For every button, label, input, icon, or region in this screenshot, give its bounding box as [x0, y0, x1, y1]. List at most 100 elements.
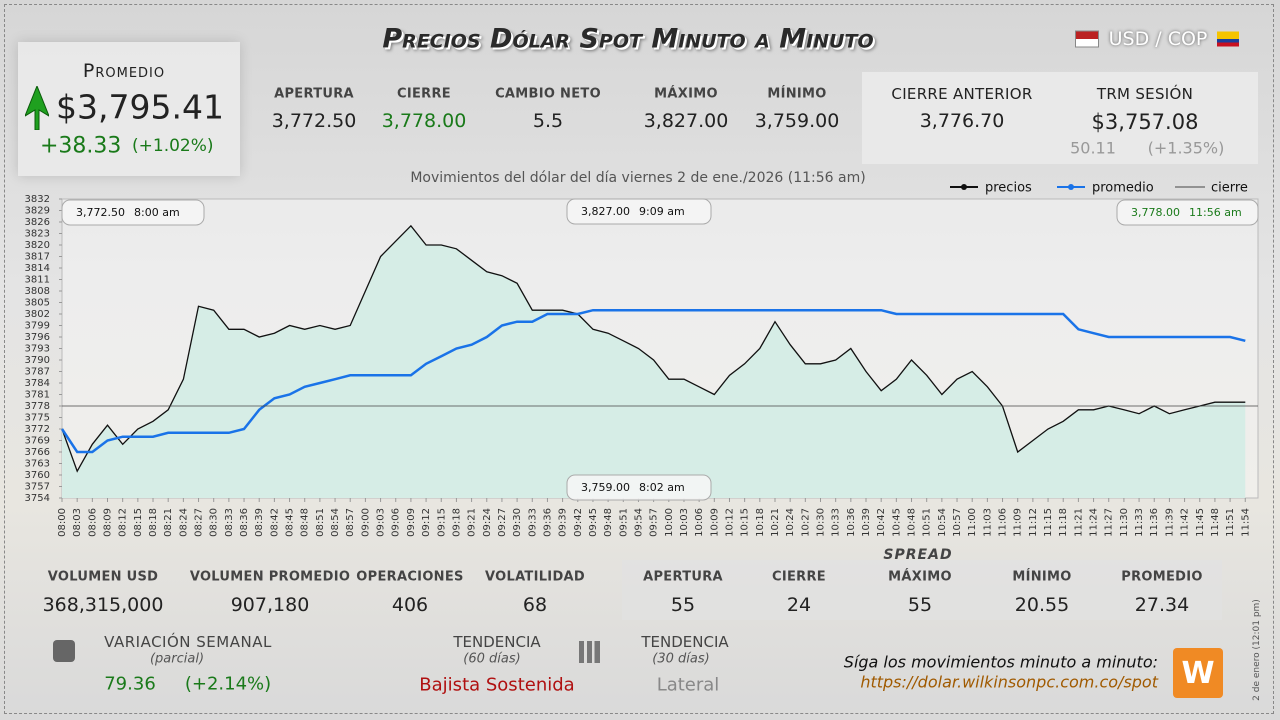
legend-marker	[1068, 184, 1074, 190]
x-tick-label: 09:24	[482, 508, 493, 537]
x-tick-label: 09:12	[421, 508, 432, 537]
spread-value: 27.34	[1134, 594, 1190, 616]
summary-panel	[18, 42, 240, 176]
y-tick-label: 3811	[25, 275, 50, 286]
x-tick-label: 08:42	[269, 508, 280, 537]
stat-value: 3,759.00	[754, 110, 840, 132]
x-tick-label: 10:33	[831, 508, 842, 537]
weekly-label: VARIACIÓN SEMANAL	[104, 633, 272, 651]
x-tick-label: 10:51	[922, 508, 933, 537]
y-tick-label: 3766	[25, 447, 50, 458]
x-tick-label: 10:39	[861, 508, 872, 537]
annotation-box	[61, 199, 205, 226]
x-tick-label: 11:45	[1195, 508, 1206, 537]
spread-label: APERTURA	[643, 569, 723, 585]
spread-value: 55	[670, 594, 696, 616]
x-tick-label: 10:30	[816, 508, 827, 537]
x-tick-label: 11:09	[1013, 508, 1024, 537]
x-tick-label: 10:36	[846, 508, 857, 537]
x-tick-label: 10:18	[755, 508, 766, 537]
x-tick-label: 10:42	[876, 508, 887, 537]
stat-label: CAMBIO NETO	[495, 86, 601, 102]
x-tick-label: 11:15	[1043, 508, 1054, 537]
summary-value: $3,795.41	[56, 87, 224, 127]
spread-title: SPREAD	[883, 547, 953, 563]
y-tick-label: 3772	[25, 424, 50, 435]
x-tick-label: 10:12	[724, 508, 735, 537]
annotation-price: 3,827.00	[581, 205, 630, 218]
us-flag	[1075, 30, 1099, 48]
spread-panel	[622, 560, 1222, 620]
calendar-icon	[53, 640, 75, 662]
y-tick-label: 3829	[25, 206, 50, 217]
x-tick-label: 11:42	[1180, 508, 1191, 537]
x-tick-label: 09:18	[451, 508, 462, 537]
summary-label: Promedio	[82, 60, 166, 82]
annotation-box	[1116, 199, 1259, 226]
x-tick-label: 08:54	[330, 508, 341, 537]
x-tick-label: 11:27	[1104, 508, 1115, 537]
follow-text: Síga los movimientos minuto a minuto:	[843, 652, 1158, 672]
trend30-note: (30 días)	[652, 651, 710, 667]
x-tick-label: 08:36	[239, 508, 250, 537]
spread-value: 24	[786, 594, 812, 616]
x-tick-label: 10:06	[694, 508, 705, 537]
x-tick-label: 11:39	[1164, 508, 1175, 537]
series-line	[61, 224, 1246, 473]
trend60-note: (60 días)	[463, 651, 521, 667]
stat-value: 3,827.00	[643, 110, 729, 132]
summary-change-pct: (+1.02%)	[132, 136, 214, 156]
volume-value: 907,180	[230, 594, 310, 616]
annotation-price: 3,759.00	[581, 481, 630, 494]
x-tick-label: 11:00	[967, 508, 978, 537]
y-tick-label: 3799	[25, 321, 50, 332]
x-tick-label: 11:03	[982, 508, 993, 537]
y-tick-label: 3754	[25, 493, 50, 504]
spread-label: PROMEDIO	[1121, 569, 1203, 585]
x-tick-label: 08:39	[254, 508, 265, 537]
stat-value: 5.5	[532, 110, 564, 132]
stat-label: MÁXIMO	[654, 86, 718, 102]
x-tick-label: 09:54	[633, 508, 644, 537]
follow-url[interactable]: https://dolar.wilkinsonpc.com.co/spot	[860, 672, 1158, 692]
x-tick-label: 10:03	[679, 508, 690, 537]
trend30-value: Lateral	[656, 674, 720, 696]
y-tick-label: 3820	[25, 240, 50, 251]
x-tick-label: 09:27	[497, 508, 508, 537]
x-tick-label: 09:15	[436, 508, 447, 537]
y-tick-label: 3802	[25, 309, 50, 320]
volume-value: 68	[522, 594, 548, 616]
x-tick-label: 11:12	[1028, 508, 1039, 537]
x-tick-label: 08:30	[209, 508, 220, 537]
x-tick-label: 08:33	[224, 508, 235, 537]
x-tick-label: 08:21	[163, 508, 174, 537]
x-tick-label: 11:30	[1119, 508, 1130, 537]
y-tick-label: 3790	[25, 355, 50, 366]
site-logo[interactable]: W	[1173, 648, 1223, 698]
x-tick-label: 08:15	[133, 508, 144, 537]
spread-value: 20.55	[1014, 594, 1070, 616]
summary-change: +38.33	[40, 133, 122, 159]
x-tick-label: 09:57	[649, 508, 660, 537]
title: Precios Dólar Spot Minuto a Minuto	[382, 23, 874, 55]
chart-subtitle: Movimientos del dólar del día viernes 2 …	[410, 170, 865, 186]
y-tick-label: 3778	[25, 401, 50, 412]
x-tick-label: 09:45	[588, 508, 599, 537]
trend-icon	[579, 641, 605, 663]
x-tick-label: 11:24	[1089, 508, 1100, 537]
y-tick-label: 3814	[25, 263, 50, 274]
trm-label: TRM SESIÓN	[1096, 85, 1194, 103]
y-tick-label: 3787	[25, 367, 50, 378]
y-tick-label: 3826	[25, 217, 50, 228]
x-tick-label: 08:18	[148, 508, 159, 537]
y-tick-label: 3775	[25, 413, 50, 424]
x-tick-label: 08:45	[285, 508, 296, 537]
previous-panel	[862, 72, 1258, 164]
x-tick-label: 11:18	[1058, 508, 1069, 537]
x-tick-label: 08:09	[103, 508, 114, 537]
x-tick-label: 10:00	[664, 508, 675, 537]
weekly-note: (parcial)	[149, 651, 205, 667]
volume-label: VOLATILIDAD	[485, 569, 585, 585]
x-tick-label: 11:21	[1073, 508, 1084, 537]
